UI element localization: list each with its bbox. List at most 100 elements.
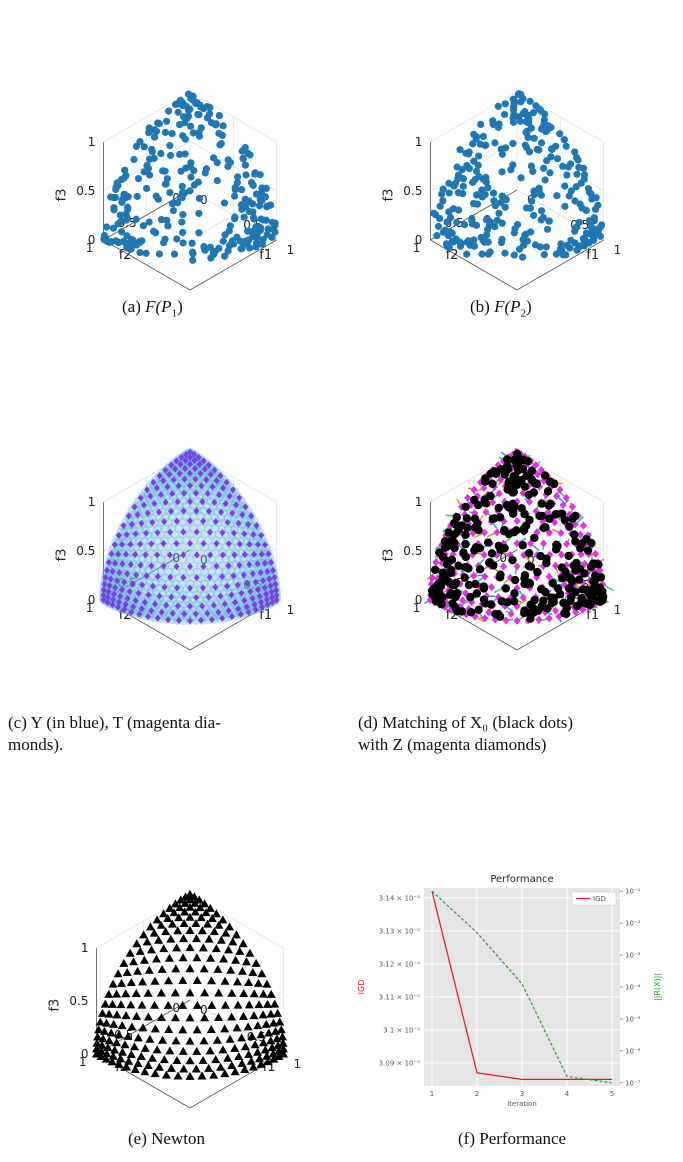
newton-triangle: [107, 1057, 117, 1066]
t-diamond: [234, 581, 241, 589]
data-point: [517, 98, 525, 106]
data-point: [573, 170, 581, 178]
data-point: [230, 215, 239, 223]
t-diamond: [200, 517, 207, 525]
t-diamond: [270, 566, 277, 574]
data-point: [484, 238, 492, 246]
newton-triangle: [216, 935, 226, 944]
data-point: [473, 200, 482, 208]
z-diamond: [464, 493, 472, 502]
data-point: [252, 190, 261, 198]
z-diamond: [495, 489, 503, 498]
x0-dot: [438, 572, 448, 582]
data-point: [157, 215, 166, 224]
t-diamond: [241, 530, 248, 538]
newton-triangle: [106, 1028, 116, 1037]
t-diamond: [130, 603, 137, 611]
data-point: [168, 200, 177, 208]
data-point: [266, 201, 275, 209]
newton-triangle: [231, 955, 241, 964]
data-point: [150, 154, 158, 162]
t-diamond: [207, 470, 214, 478]
t-diamond: [254, 560, 261, 568]
t-diamond: [167, 528, 174, 536]
t-diamond: [269, 598, 276, 606]
data-point: [574, 156, 582, 164]
newton-triangle: [192, 1025, 202, 1034]
series-igd-line: [431, 891, 612, 1080]
data-point: [490, 189, 498, 197]
t-diamond: [187, 497, 193, 505]
newton-triangle: [250, 1040, 260, 1049]
axis-label-f1: f1: [259, 248, 272, 263]
y-point: [214, 554, 224, 564]
newton-triangle: [179, 918, 189, 927]
x0-dot: [448, 599, 457, 608]
tick-f3: 0: [88, 233, 96, 247]
data-point: [206, 110, 214, 118]
newton-triangle: [234, 1052, 244, 1061]
x0-dot: [578, 585, 587, 594]
t-diamond: [154, 551, 161, 559]
t-diamond: [149, 582, 156, 590]
x0-dot: [571, 587, 580, 597]
t-diamond: [170, 476, 177, 484]
y-point: [202, 501, 212, 511]
y-point: [200, 529, 210, 539]
newton-triangle: [220, 1024, 230, 1033]
t-diamond: [178, 453, 185, 461]
y-point: [178, 542, 188, 552]
newton-triangle: [143, 1012, 153, 1021]
y-point: [189, 511, 199, 521]
z-diamond: [497, 475, 505, 484]
newton-triangle: [262, 1051, 272, 1060]
data-point: [124, 205, 132, 213]
t-diamond: [180, 551, 187, 559]
z-diamond: [489, 498, 497, 507]
newton-triangle: [247, 1031, 257, 1040]
t-diamond: [235, 519, 242, 527]
newton-triangle: [149, 928, 159, 937]
data-point: [215, 111, 224, 120]
newton-triangle: [249, 1011, 259, 1020]
data-point: [547, 153, 555, 161]
newton-triangle: [230, 1067, 240, 1076]
t-diamond: [174, 602, 181, 610]
t-diamond: [191, 450, 198, 458]
newton-triangle: [124, 1056, 134, 1065]
x0-dot: [445, 590, 455, 600]
t-diamond: [211, 498, 218, 506]
x0-dot: [462, 514, 472, 523]
data-point: [475, 172, 483, 181]
t-diamond: [143, 572, 150, 580]
t-diamond: [162, 466, 169, 474]
data-point: [537, 216, 545, 224]
x0-dot: [520, 606, 529, 615]
tick-f2: 0: [172, 551, 180, 565]
newton-triangle: [224, 945, 234, 954]
t-diamond: [111, 541, 118, 549]
t-diamond: [121, 606, 128, 614]
axis-label-f2: f2: [119, 608, 132, 623]
data-point: [587, 218, 595, 226]
data-point: [110, 204, 118, 212]
data-point: [249, 181, 257, 189]
z-diamond: [520, 551, 528, 560]
t-diamond: [199, 498, 206, 506]
t-diamond: [100, 591, 107, 599]
newton-triangle: [263, 999, 273, 1008]
newton-triangle: [274, 1046, 284, 1055]
t-diamond: [116, 569, 123, 577]
t-diamond: [224, 518, 231, 526]
y-point: [160, 512, 170, 522]
newton-triangle: [248, 1062, 258, 1071]
y2-tick-label: 10⁻⁶: [625, 1047, 641, 1055]
x0-dot: [487, 549, 497, 558]
t-diamond: [112, 559, 119, 567]
data-point: [249, 208, 257, 216]
newton-triangle: [214, 1012, 224, 1021]
newton-triangle: [152, 1045, 162, 1054]
y-point: [220, 566, 230, 576]
t-diamond: [149, 518, 156, 526]
